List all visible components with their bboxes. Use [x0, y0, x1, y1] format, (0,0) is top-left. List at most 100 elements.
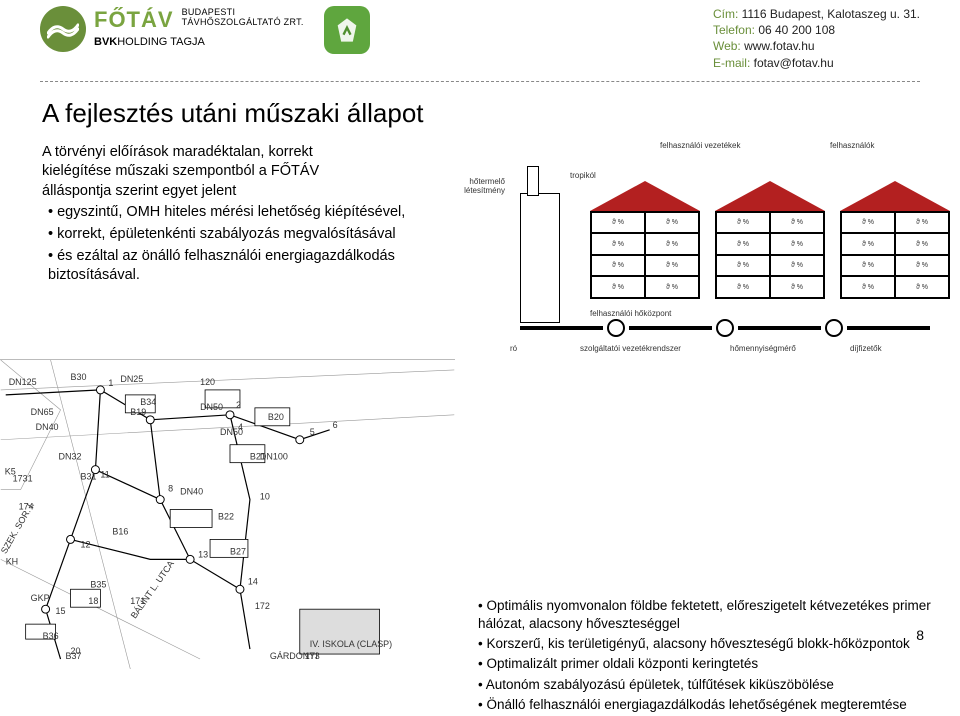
brand-text: FŐTÁV BUDAPESTI TÁVHŐSZOLGÁLTATÓ ZRT. BV… — [94, 6, 304, 48]
contact-address-label: Cím: — [713, 7, 738, 21]
map-label: B30 — [71, 372, 87, 382]
contact-web-label: Web: — [713, 39, 741, 53]
contact-phone: 06 40 200 108 — [758, 23, 835, 37]
meter-icon — [825, 319, 843, 337]
house-cell: ϑ % — [716, 255, 770, 277]
contact-email: fotav@fotav.hu — [754, 56, 834, 70]
map-label: B20 — [268, 412, 284, 422]
house-icon: ϑ %ϑ %ϑ %ϑ %ϑ %ϑ %ϑ %ϑ % — [715, 181, 825, 301]
benefit-item: Optimalizált primer oldali központi keri… — [478, 655, 938, 673]
map-node-number: 2 — [236, 400, 241, 410]
house-grid: ϑ %ϑ %ϑ %ϑ %ϑ %ϑ %ϑ %ϑ % — [840, 211, 950, 299]
map-node-number: 10 — [260, 491, 270, 501]
intro-line2: kielégítése műszaki szempontból a FŐTÁV — [42, 162, 442, 182]
house-cell: ϑ % — [895, 255, 949, 277]
map-node-number: 14 — [248, 576, 258, 586]
map-node-number: 13 — [198, 549, 208, 559]
contact-block: Cím: 1116 Budapest, Kalotaszeg u. 31. Te… — [713, 6, 920, 71]
bvk-prefix: BVK — [94, 36, 117, 48]
intro-bullets: egyszintű, OMH hiteles mérési lehetőség … — [42, 203, 442, 285]
house-cell: ϑ % — [591, 212, 645, 234]
house-cell: ϑ % — [895, 212, 949, 234]
map-label: B34 — [140, 397, 156, 407]
benefits-list: Optimális nyomvonalon földbe fektetett, … — [478, 597, 938, 716]
map-node-number: 11 — [100, 469, 109, 479]
house-cell: ϑ % — [645, 233, 699, 255]
pipe-segment — [520, 326, 603, 330]
map-street-label: GÁRDONYI — [270, 651, 318, 661]
meter-icon — [607, 319, 625, 337]
house-cell: ϑ % — [895, 233, 949, 255]
map-label: DN125 — [9, 377, 37, 387]
page-header: FŐTÁV BUDAPESTI TÁVHŐSZOLGÁLTATÓ ZRT. BV… — [0, 0, 960, 75]
pipe-line — [520, 323, 930, 333]
intro-bullet: korrekt, épületenkénti szabályozás megva… — [48, 225, 442, 245]
map-label: B16 — [112, 526, 128, 536]
page-title: A fejlesztés utáni műszaki állapot — [0, 82, 960, 129]
intro-bullet: egyszintű, OMH hiteles mérési lehetőség … — [48, 203, 442, 223]
page-number: 8 — [916, 627, 924, 643]
roof-icon — [590, 181, 700, 211]
house-cell: ϑ % — [770, 255, 824, 277]
meter-icon — [716, 319, 734, 337]
map-node-number: 8 — [168, 483, 173, 493]
body-area: A törvényi előírások maradéktalan, korre… — [0, 129, 960, 286]
dlabel-b3: díjfizetők — [850, 344, 882, 353]
contact-web: www.fotav.hu — [744, 39, 814, 53]
map-label: B27 — [230, 546, 246, 556]
brand-logo-icon — [40, 6, 86, 52]
house-cell: ϑ % — [841, 276, 895, 298]
map-node-number: 20 — [71, 646, 81, 656]
house-cell: ϑ % — [645, 212, 699, 234]
roof-icon — [840, 181, 950, 211]
map-diagram: DN125DN25DN50DN40DN32DN65DN100DN40DN50B2… — [0, 359, 455, 669]
house-cell: ϑ % — [716, 212, 770, 234]
map-label: B31 — [80, 471, 96, 481]
house-cell: ϑ % — [591, 233, 645, 255]
map-label: B35 — [90, 579, 106, 589]
map-label: DN40 — [36, 422, 59, 432]
pipe-segment — [738, 326, 821, 330]
pipe-segment — [629, 326, 712, 330]
house-cell: ϑ % — [841, 255, 895, 277]
brand-block: FŐTÁV BUDAPESTI TÁVHŐSZOLGÁLTATÓ ZRT. BV… — [40, 6, 370, 71]
map-k5: K5 — [5, 466, 16, 476]
map-label: 120 — [200, 377, 215, 387]
houses-diagram: felhasználói vezetékek felhasználók hőte… — [510, 141, 930, 351]
house-icon: ϑ %ϑ %ϑ %ϑ %ϑ %ϑ %ϑ %ϑ % — [840, 181, 950, 301]
intro-line1: A törvényi előírások maradéktalan, korre… — [42, 143, 442, 163]
benefit-item: Autonóm szabályozású épületek, túlfűtése… — [478, 676, 938, 694]
house-cell: ϑ % — [895, 276, 949, 298]
map-label: B19 — [130, 407, 146, 417]
dlabel-top-left: felhasználói vezetékek — [660, 141, 741, 150]
map-street-label: BÁLINT L. UTCA — [129, 559, 176, 621]
dlabel-b1: szolgáltatói vezetékrendszer — [580, 344, 681, 353]
contact-email-label: E-mail: — [713, 56, 750, 70]
map-label: B22 — [218, 511, 234, 521]
map-label: DN65 — [31, 407, 54, 417]
dlabel-side: hőtermelő létesítmény — [455, 177, 505, 195]
benefits-ul: Optimális nyomvonalon földbe fektetett, … — [478, 597, 938, 714]
benefit-item: Önálló felhasználói energiagazdálkodás l… — [478, 696, 938, 714]
dlabel-tropikol: tropikól — [570, 171, 596, 180]
map-node-number: 18 — [88, 596, 98, 606]
house-icon: ϑ %ϑ %ϑ %ϑ %ϑ %ϑ %ϑ %ϑ % — [590, 181, 700, 301]
map-label: DN50 — [200, 402, 223, 412]
intro-bullet: és ezáltal az önálló felhasználói energi… — [48, 247, 442, 286]
house-cell: ϑ % — [645, 255, 699, 277]
house-grid: ϑ %ϑ %ϑ %ϑ %ϑ %ϑ %ϑ %ϑ % — [590, 211, 700, 299]
dlabel-top-right: felhasználók — [830, 141, 874, 150]
roof-icon — [715, 181, 825, 211]
house-cell: ϑ % — [770, 276, 824, 298]
map-label: KH — [6, 556, 18, 566]
dlabel-mid: felhasználói hőközpont — [590, 309, 671, 318]
intro-line3: álláspontja szerint egyet jelent — [42, 182, 442, 202]
map-label: B36 — [43, 631, 59, 641]
house-grid: ϑ %ϑ %ϑ %ϑ %ϑ %ϑ %ϑ %ϑ % — [715, 211, 825, 299]
brand-bvk: BVKHOLDING TAGJA — [94, 36, 304, 48]
map-label: GKP — [31, 593, 50, 603]
house-cell: ϑ % — [841, 212, 895, 234]
dlabel-b2: hőmennyiségmérő — [730, 344, 796, 353]
pipe-segment — [847, 326, 930, 330]
house-cell: ϑ % — [841, 233, 895, 255]
